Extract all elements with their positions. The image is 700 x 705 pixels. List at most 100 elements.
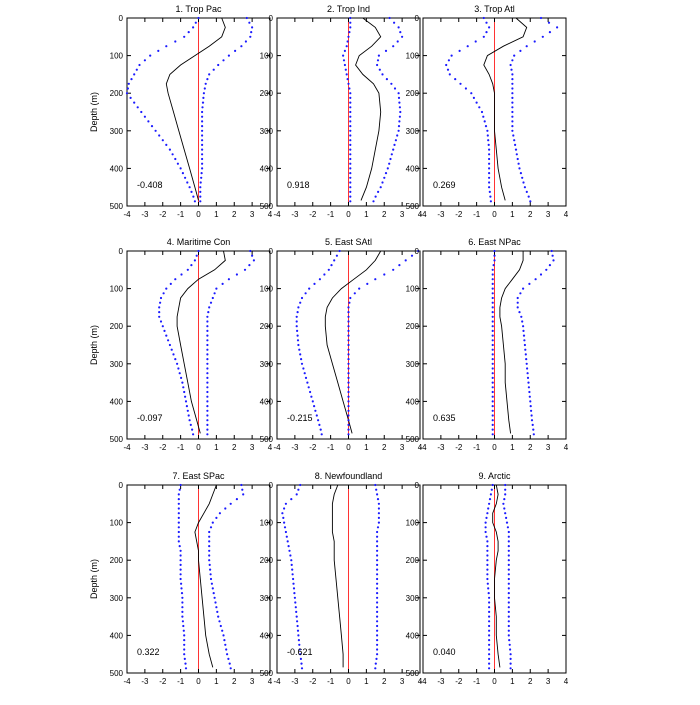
lower-bound-dot — [195, 254, 198, 257]
lower-bound-dot — [491, 339, 494, 342]
mean-profile-line — [331, 484, 344, 668]
lower-bound-dot — [349, 195, 352, 198]
lower-bound-dot — [490, 488, 493, 491]
upper-bound-dot — [545, 268, 548, 271]
x-tick-label: 3 — [546, 210, 551, 219]
upper-bound-dot — [201, 148, 204, 151]
x-tick-label: 1 — [364, 210, 369, 219]
upper-bound-dot — [347, 306, 350, 309]
lower-bound-dot — [486, 559, 489, 562]
upper-bound-dot — [206, 78, 209, 81]
lower-bound-dot — [165, 45, 168, 48]
lower-bound-dot — [343, 63, 346, 67]
x-tick-label: -2 — [455, 677, 463, 686]
lower-bound-dot — [296, 329, 299, 332]
x-tick-label: -3 — [437, 443, 445, 452]
upper-bound-dot — [404, 259, 407, 262]
upper-bound-dot — [213, 292, 216, 295]
upper-bound-dot — [528, 390, 531, 394]
upper-bound-dot — [410, 254, 414, 257]
upper-bound-dot — [511, 96, 514, 99]
x-tick-label: 2 — [382, 210, 387, 219]
upper-bound-dot — [383, 273, 386, 276]
upper-bound-dot — [376, 559, 379, 562]
upper-bound-dot — [206, 362, 209, 365]
upper-bound-dot — [251, 26, 254, 29]
lower-bound-dot — [484, 526, 487, 529]
upper-bound-dot — [200, 176, 203, 179]
upper-bound-dot — [552, 259, 555, 262]
upper-bound-dot — [349, 296, 352, 300]
x-tick-label: 2 — [528, 443, 533, 452]
upper-bound-dot — [347, 339, 350, 342]
x-tick-label: 3 — [400, 443, 405, 452]
lower-bound-dot — [349, 162, 352, 165]
lower-bound-dot — [181, 606, 184, 609]
lower-bound-dot — [491, 376, 494, 379]
y-tick-label: 0 — [415, 14, 420, 23]
lower-bound-dot — [133, 101, 136, 104]
lower-bound-dot — [491, 419, 494, 422]
y-tick-label: 300 — [406, 594, 420, 603]
upper-bound-dot — [376, 63, 379, 67]
upper-bound-dot — [201, 162, 204, 165]
lower-bound-dot — [488, 653, 491, 656]
lower-bound-dot — [349, 186, 352, 189]
upper-bound-dot — [347, 362, 350, 365]
y-tick-label: 300 — [406, 127, 420, 136]
lower-bound-dot — [179, 573, 182, 576]
upper-bound-dot — [376, 615, 379, 618]
panel-3: 3. Trop Atl 0 100 200 300 400 500-4 -3 -2 -1 0 1 2 3 4… — [406, 4, 569, 219]
y-tick-label: 400 — [110, 164, 124, 173]
lower-bound-dot — [486, 512, 489, 515]
upper-bound-dot — [510, 68, 513, 71]
upper-bound-dot — [507, 592, 510, 595]
lower-bound-dot — [181, 172, 184, 175]
lower-bound-dot — [488, 648, 491, 651]
lower-bound-dot — [184, 176, 187, 179]
lower-bound-dot — [466, 45, 469, 48]
upper-bound-dot — [504, 493, 507, 496]
upper-bound-dot — [548, 30, 552, 34]
upper-bound-dot — [211, 521, 214, 524]
upper-bound-dot — [226, 653, 229, 656]
lower-bound-dot — [178, 372, 181, 375]
upper-bound-dot — [375, 488, 378, 491]
upper-bound-dot — [206, 315, 209, 318]
upper-bound-dot — [374, 195, 377, 198]
upper-bound-dot — [347, 414, 350, 417]
upper-bound-dot — [526, 372, 529, 375]
upper-bound-dot — [507, 606, 510, 609]
upper-bound-dot — [507, 610, 510, 614]
upper-bound-dot — [209, 573, 212, 576]
lower-bound-dot — [186, 409, 189, 412]
upper-bound-dot — [519, 292, 522, 295]
upper-bound-dot — [531, 423, 534, 426]
lower-bound-dot — [180, 592, 184, 595]
upper-bound-dot — [224, 507, 227, 510]
upper-bound-dot — [528, 282, 531, 285]
lower-bound-dot — [320, 433, 323, 436]
upper-bound-dot — [358, 287, 361, 290]
upper-bound-dot — [210, 582, 213, 585]
x-tick-label: -4 — [123, 443, 131, 452]
lower-bound-dot — [488, 502, 491, 505]
x-tick-label: -1 — [473, 677, 481, 686]
lower-bound-dot — [302, 367, 305, 370]
x-tick-label: -4 — [273, 677, 281, 686]
lower-bound-dot — [182, 629, 185, 632]
upper-bound-dot — [248, 21, 251, 24]
y-tick-label: 500 — [110, 669, 124, 678]
y-tick-label: 400 — [406, 164, 420, 173]
lower-bound-dot — [491, 301, 494, 304]
lower-bound-dot — [491, 325, 494, 328]
x-tick-label: -3 — [437, 677, 445, 686]
upper-bound-dot — [376, 568, 379, 571]
x-tick-label: -3 — [141, 210, 149, 219]
x-tick-label: 3 — [546, 443, 551, 452]
upper-bound-dot — [390, 82, 393, 85]
upper-bound-dot — [392, 268, 395, 271]
panel-value-label: 0.040 — [433, 647, 456, 657]
lower-bound-dot — [179, 554, 182, 557]
